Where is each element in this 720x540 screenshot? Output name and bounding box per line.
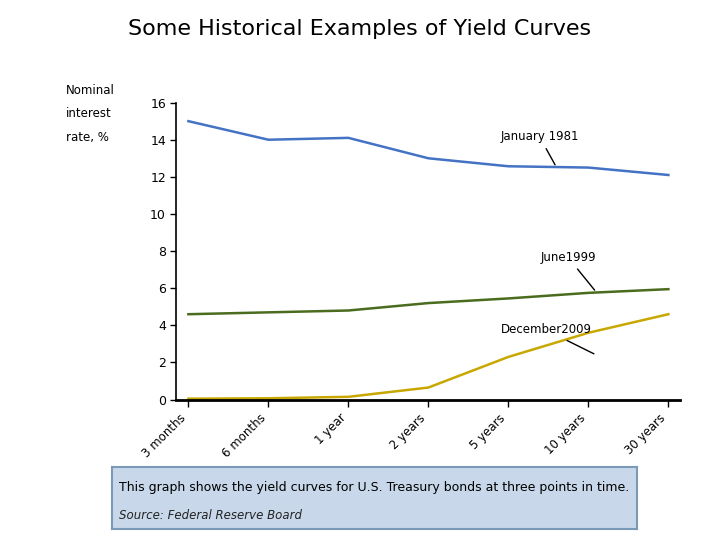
Text: December2009: December2009 <box>500 323 594 354</box>
Text: June1999: June1999 <box>541 251 596 290</box>
Text: Source: Federal Reserve Board: Source: Federal Reserve Board <box>120 509 302 522</box>
Text: This graph shows the yield curves for U.S. Treasury bonds at three points in tim: This graph shows the yield curves for U.… <box>120 481 630 494</box>
Text: Some Historical Examples of Yield Curves: Some Historical Examples of Yield Curves <box>128 19 592 39</box>
Text: Nominal: Nominal <box>66 84 114 97</box>
X-axis label: Time to maturity: Time to maturity <box>363 468 494 482</box>
Text: January 1981: January 1981 <box>500 131 579 165</box>
Text: interest: interest <box>66 107 112 120</box>
Text: rate, %: rate, % <box>66 131 109 144</box>
